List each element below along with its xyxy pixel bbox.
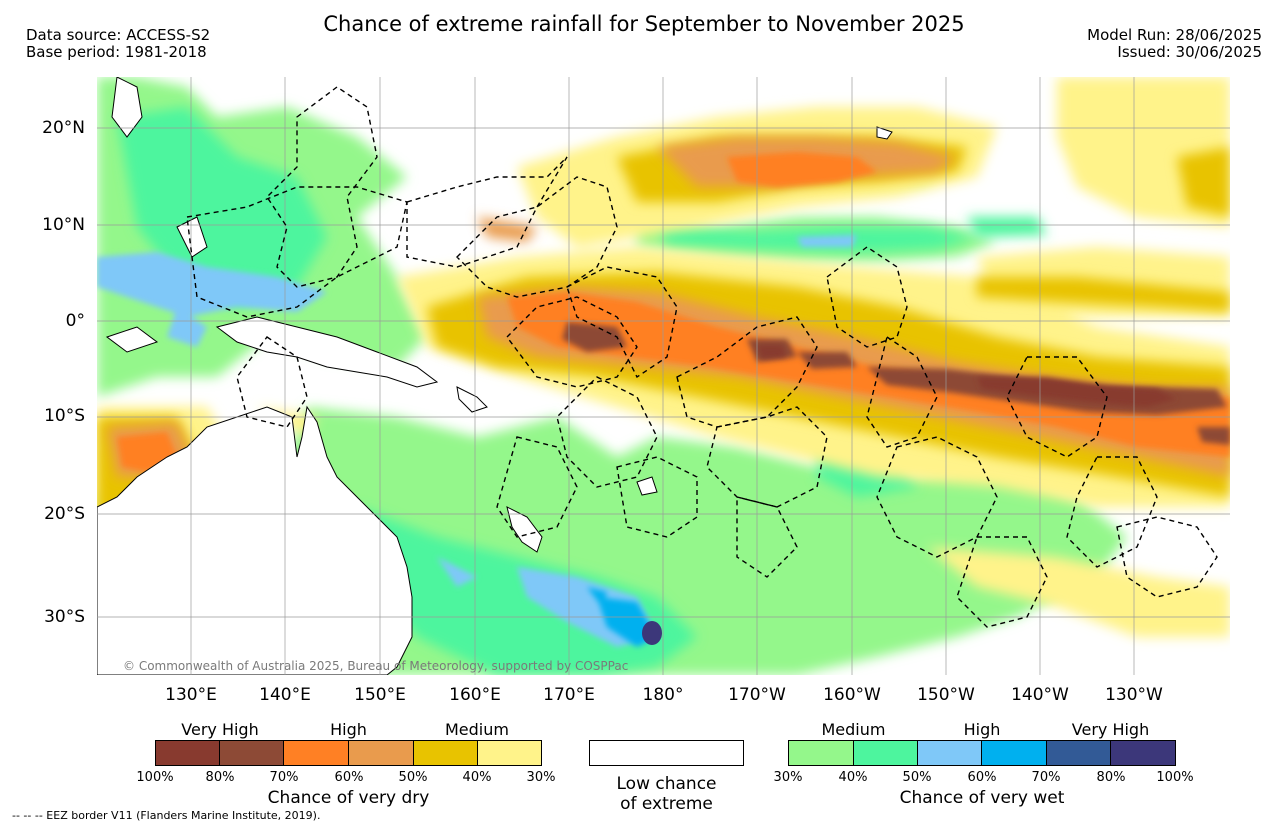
dry-swatch-70-80 [219, 740, 284, 766]
eez-borders [186, 86, 1218, 628]
dry-tick: 100% [136, 770, 174, 785]
dry-60-70-region [117, 152, 1230, 472]
dry-tick: 50% [398, 770, 428, 785]
map-title: Chance of extreme rainfall for September… [323, 12, 965, 36]
base-period-text: Base period: 1981-2018 [26, 43, 207, 61]
lon-label-130w: 130°W [1105, 685, 1163, 705]
data-source-text: Data source: ACCESS-S2 [26, 26, 211, 44]
dry-tick: 40% [462, 770, 492, 785]
wet-tick: 80% [1096, 770, 1126, 785]
wet-tick: 30% [773, 770, 803, 785]
issued-text: Issued: 30/06/2025 [1117, 43, 1262, 61]
wet-swatch-30-40 [788, 740, 854, 766]
eez-footnote: -- -- -- EEZ border V11 (Flanders Marine… [12, 809, 321, 822]
lon-label-130e: 130°E [165, 685, 217, 705]
dry-legend-title: Chance of very dry [267, 788, 430, 808]
wet-category-medium: Medium [821, 720, 886, 739]
dry-80-100-region [757, 345, 1177, 407]
dry-tick: 70% [269, 770, 299, 785]
wet-tick: 70% [1031, 770, 1061, 785]
new-zealand-landmass [506, 506, 543, 553]
lat-label-10s: 10°S [44, 406, 85, 426]
dry-swatch-40-50 [413, 740, 478, 766]
wet-swatch-40-50 [853, 740, 918, 766]
wet-swatch-50-60 [917, 740, 982, 766]
lon-label-170w: 170°W [728, 685, 786, 705]
landmass-group [97, 77, 893, 675]
wet-swatch-70-80 [1046, 740, 1111, 766]
australia-landmass [97, 405, 413, 675]
dry-swatch-50-60 [348, 740, 414, 766]
wet-tick: 40% [838, 770, 868, 785]
lat-label-0: 0° [65, 311, 85, 331]
lon-label-140e: 140°E [259, 685, 311, 705]
copyright-notice: © Commonwealth of Australia 2025, Bureau… [123, 659, 629, 673]
source-info: Data source: ACCESS-S2 Base period: 1981… [26, 27, 210, 61]
run-info: Model Run: 28/06/2025 Issued: 30/06/2025 [1087, 27, 1262, 61]
low-chance-swatch [589, 740, 744, 766]
low-chance-label-line2: of extreme [620, 794, 713, 814]
wet-category-high: High [963, 720, 1001, 739]
lat-label-30s: 30°S [44, 607, 85, 627]
wet-tick: 50% [902, 770, 932, 785]
wet-category-very-high: Very High [1071, 720, 1150, 739]
new-guinea-landmass [215, 316, 439, 388]
lon-label-180: 180° [642, 685, 684, 705]
wet-swatch-60-70 [981, 740, 1047, 766]
lon-label-160e: 160°E [449, 685, 501, 705]
wet-swatch-80-100 [1110, 740, 1176, 766]
dry-swatch-30-40 [477, 740, 542, 766]
dry-category-high: High [330, 720, 367, 739]
wet-legend-title: Chance of very wet [899, 788, 1065, 808]
lat-label-20s: 20°S [44, 504, 85, 524]
lon-label-140w: 140°W [1011, 685, 1069, 705]
dry-category-very-high: Very High [181, 720, 259, 739]
dry-category-medium: Medium [445, 720, 509, 739]
wet-80-100-region [642, 621, 662, 645]
lon-label-150e: 150°E [354, 685, 406, 705]
wet-tick: 60% [967, 770, 997, 785]
rainfall-map [97, 77, 1230, 675]
dry-tick: 30% [526, 770, 556, 785]
lon-label-160w: 160°W [823, 685, 881, 705]
lat-label-10n: 10°N [42, 215, 85, 235]
dry-swatch-80-100 [155, 740, 220, 766]
lon-label-170e: 170°E [543, 685, 595, 705]
model-run-text: Model Run: 28/06/2025 [1087, 26, 1262, 44]
lon-label-150w: 150°W [917, 685, 975, 705]
wet-tick: 100% [1156, 770, 1194, 785]
low-chance-label-line1: Low chance [616, 774, 717, 794]
dry-tick: 80% [205, 770, 235, 785]
dry-swatch-60-70 [283, 740, 349, 766]
lat-label-20n: 20°N [42, 118, 85, 138]
wet-60-70-region [587, 587, 657, 647]
dry-tick: 60% [334, 770, 364, 785]
